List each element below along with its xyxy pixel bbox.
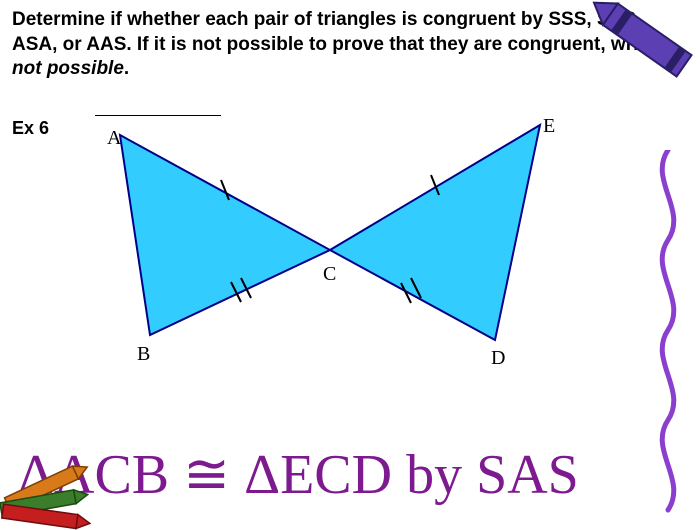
vertex-a: A xyxy=(107,127,121,150)
vertex-d: D xyxy=(491,347,505,370)
instruction-np: not possible xyxy=(12,58,124,79)
triangle-acb xyxy=(120,135,330,335)
crayon-bottom-decor xyxy=(0,440,135,530)
example-label: Ex 6 xyxy=(12,118,49,139)
instruction-end: . xyxy=(124,58,129,79)
crayon-top-decor xyxy=(560,0,700,130)
vertex-b: B xyxy=(137,343,150,366)
vertex-e: E xyxy=(543,115,555,138)
vertex-c: C xyxy=(323,263,336,286)
instruction-main: Determine if whether each pair of triang… xyxy=(12,9,655,55)
triangle-diagram: A B C D E xyxy=(95,115,565,375)
squiggle-decor xyxy=(638,150,698,520)
diagram-svg xyxy=(95,115,565,375)
triangle-ecd xyxy=(330,125,540,340)
